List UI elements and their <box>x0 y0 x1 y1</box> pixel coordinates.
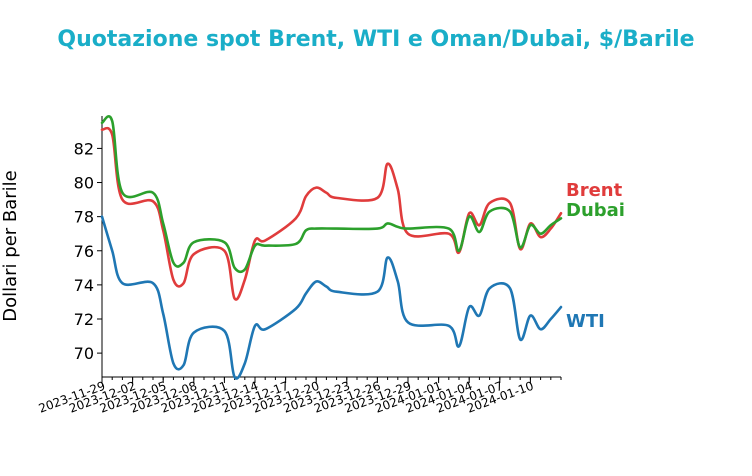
y-tick-label: 78 <box>74 208 94 227</box>
series-line-dubai <box>100 115 563 274</box>
y-tick-label: 70 <box>74 344 94 363</box>
chart-title: Quotazione spot Brent, WTI e Oman/Dubai,… <box>57 27 694 52</box>
y-tick-label: 82 <box>74 139 94 158</box>
y-tick-label: 72 <box>74 310 94 329</box>
y-tick-label: 76 <box>74 242 94 261</box>
y-tick-label: 80 <box>74 174 94 193</box>
series-line-wti <box>100 215 563 380</box>
series-label-dubai: Dubai <box>566 200 625 221</box>
y-tick-label: 74 <box>74 276 94 295</box>
series-lines <box>100 115 563 380</box>
series-line-brent <box>100 126 563 301</box>
series-label-wti: WTI <box>566 311 605 332</box>
y-axis-label: Dollari per Barile <box>0 170 21 322</box>
series-label-brent: Brent <box>566 180 623 201</box>
